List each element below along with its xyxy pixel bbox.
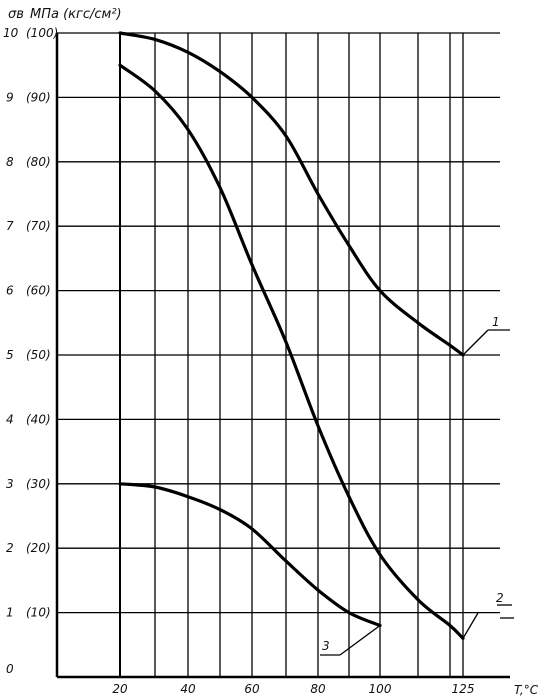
chart-grid — [57, 32, 500, 677]
leader-line-3 — [339, 624, 381, 656]
series-line-1 — [118, 31, 465, 357]
y-tick-alt-label: (40) — [26, 412, 51, 426]
y-tick-alt-label: (80) — [26, 155, 51, 169]
x-tick-label: 100 — [369, 682, 392, 696]
series-line-2 — [118, 63, 465, 640]
x-axis-label: T,°C — [514, 683, 539, 697]
series-leaders: 1 2 3 — [320, 315, 514, 656]
y-tick-alt-label: (20) — [26, 541, 51, 555]
y-tick-alt-label: (30) — [26, 477, 51, 491]
leader-line-1 — [462, 329, 489, 356]
y-tick-label: 4 — [6, 412, 14, 426]
y-tick-label: 10 — [3, 26, 19, 40]
series-label-1: 1 — [492, 315, 500, 329]
y-tick-alt-label: (70) — [26, 219, 51, 233]
y-tick-label: 8 — [6, 155, 14, 169]
y-tick-label: 1 — [6, 606, 14, 620]
y-tick-alt-label: (100) — [26, 26, 58, 40]
y-tick-alt-label: (60) — [26, 284, 51, 298]
y-axis-symbol: σв — [8, 7, 24, 22]
y-tick-alt-label: (90) — [26, 90, 51, 104]
x-tick-label: 60 — [244, 682, 260, 696]
y-tick-labels: 0 1 (10) 2 (20) 3 (30) 4 (40) 5 (50) 6 (60) 7 (70) 8 (80… — [3, 26, 58, 676]
x-tick-label: 40 — [180, 682, 196, 696]
y-axis-label: МПа (кгс/см²) — [30, 7, 122, 22]
x-tick-labels: 20 40 60 80 100 125 — [112, 682, 474, 696]
y-tick-alt-label: (10) — [26, 606, 51, 620]
y-tick-label: 3 — [6, 477, 14, 491]
series-label-2: 2 — [496, 591, 504, 605]
series-line-3 — [118, 482, 382, 628]
y-tick-label: 6 — [6, 284, 14, 298]
y-tick-label: 7 — [6, 219, 14, 233]
y-tick-alt-label: (50) — [26, 348, 51, 362]
y-tick-label: 5 — [6, 348, 14, 362]
series-label-3: 3 — [322, 639, 330, 653]
chart-axes — [55, 33, 510, 679]
y-tick-label: 9 — [6, 90, 14, 104]
leader-line-2 — [462, 612, 479, 639]
axis-titles: σв МПа (кгс/см²) T,°C — [8, 7, 539, 697]
y-tick-label: 0 — [6, 662, 14, 676]
x-tick-label: 125 — [452, 682, 475, 696]
chart-series — [118, 31, 465, 640]
x-tick-label: 80 — [310, 682, 326, 696]
y-tick-label: 2 — [6, 541, 14, 555]
x-tick-label: 20 — [112, 682, 128, 696]
